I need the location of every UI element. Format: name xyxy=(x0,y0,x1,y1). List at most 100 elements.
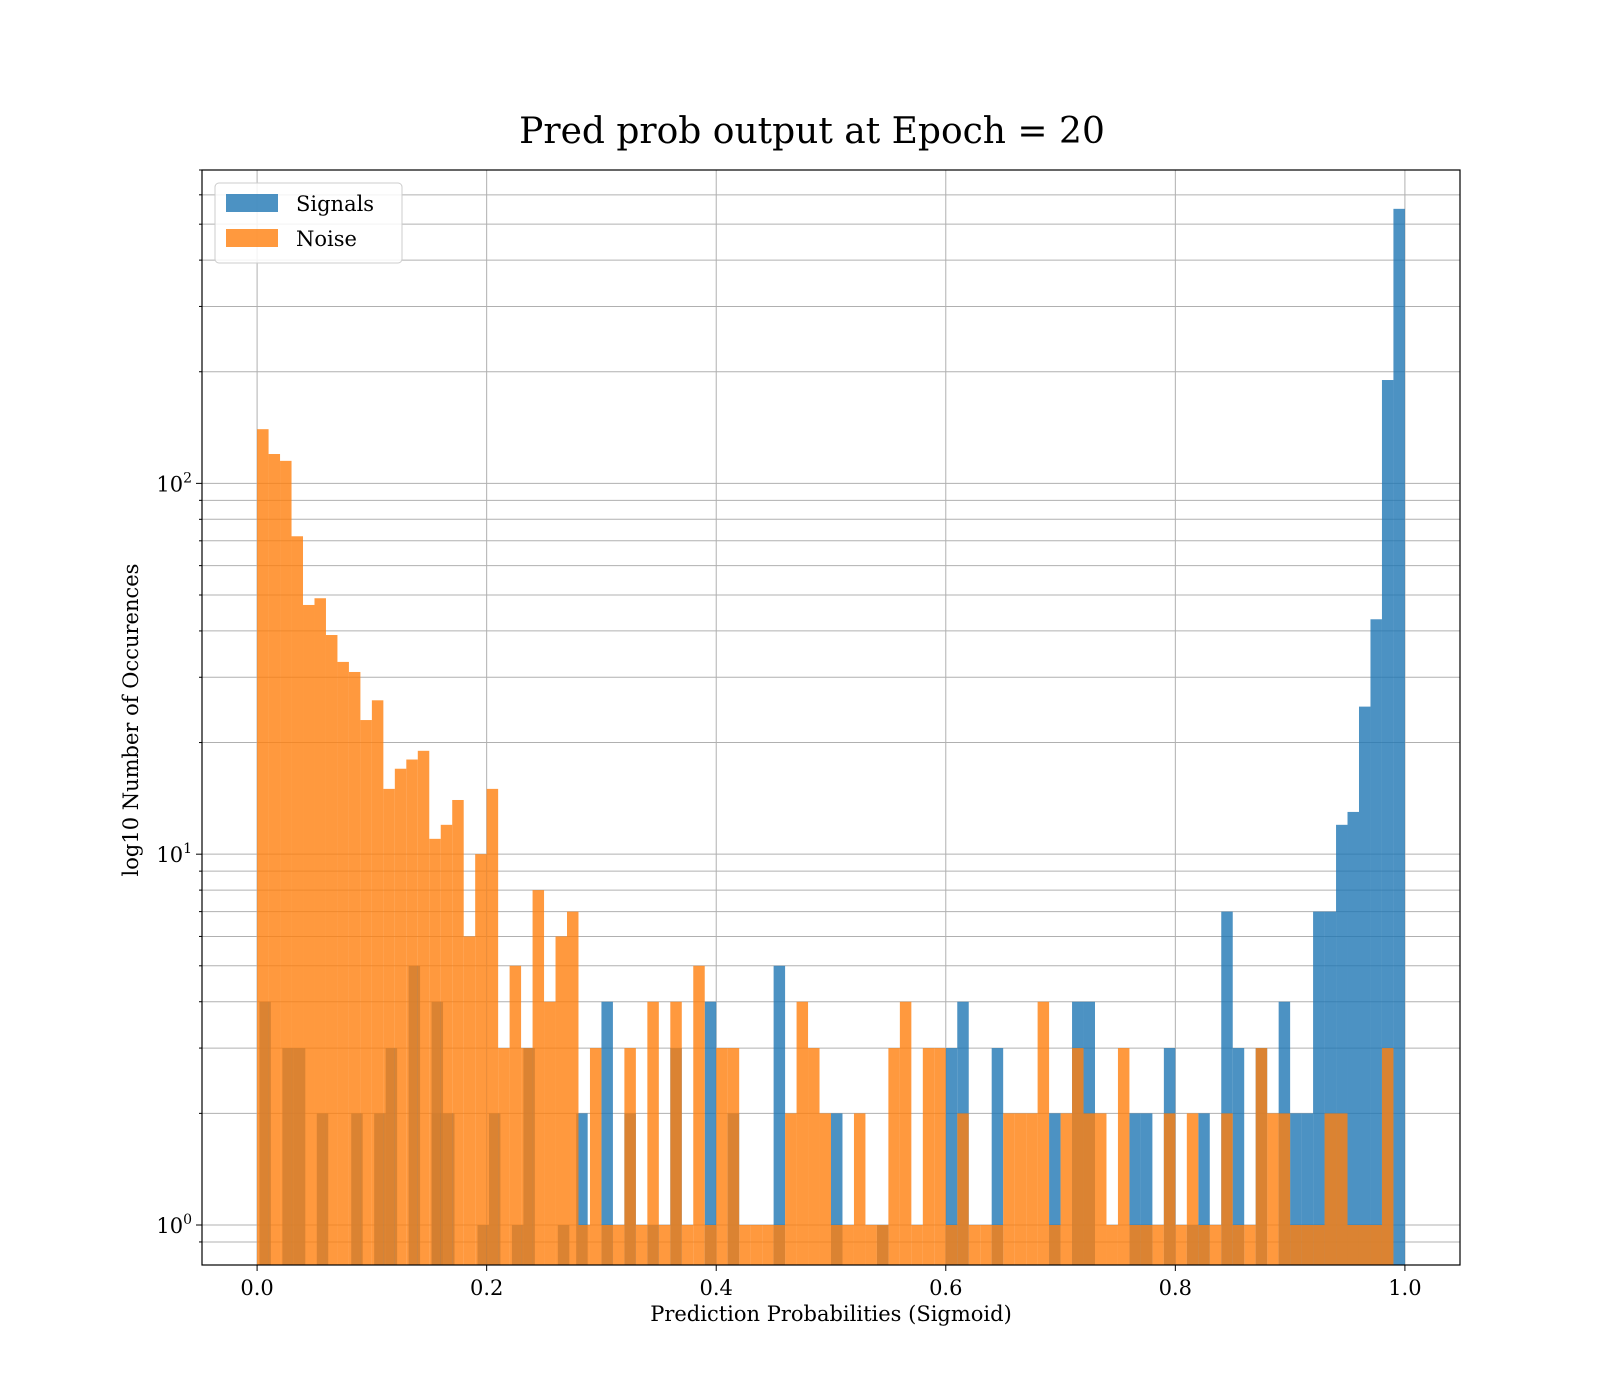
noise-bar xyxy=(1003,1113,1015,1265)
signals-bar xyxy=(704,1001,717,1265)
x-tick-label: 0.4 xyxy=(700,1276,733,1300)
signals-bar xyxy=(1140,1113,1153,1265)
noise-bar xyxy=(578,1224,590,1265)
noise-bar xyxy=(865,1224,877,1265)
noise-bar xyxy=(348,671,361,1265)
noise-bar xyxy=(406,759,418,1265)
chart-title: Pred prob output at Epoch = 20 xyxy=(519,111,1105,152)
noise-bar xyxy=(647,1001,659,1265)
noise-bar xyxy=(475,854,487,1265)
noise-bar xyxy=(1049,1224,1061,1265)
noise-bar xyxy=(509,965,522,1265)
noise-bar xyxy=(383,788,395,1265)
signals-bar xyxy=(1129,1113,1141,1265)
noise-bar xyxy=(601,1224,613,1265)
noise-bar xyxy=(704,1224,717,1265)
legend-noise-label: Noise xyxy=(296,227,357,251)
noise-bar xyxy=(991,1224,1004,1265)
signals-bar xyxy=(945,1048,958,1265)
noise-bar xyxy=(1163,1113,1176,1265)
noise-bar xyxy=(853,1113,866,1265)
signals-bar xyxy=(1381,380,1394,1265)
signals-bar xyxy=(1347,811,1359,1265)
signals-bar xyxy=(773,965,786,1265)
noise-bar xyxy=(968,1224,981,1265)
noise-bar xyxy=(1290,1224,1302,1265)
noise-bar xyxy=(922,1048,935,1265)
noise-bar xyxy=(796,1001,809,1265)
noise-bars xyxy=(257,429,1394,1265)
noise-bar xyxy=(750,1224,763,1265)
noise-bar xyxy=(888,1048,900,1265)
noise-bar xyxy=(785,1113,797,1265)
noise-bar xyxy=(739,1224,751,1265)
legend-noise-swatch xyxy=(226,229,278,247)
noise-bar xyxy=(773,1224,786,1265)
noise-bar xyxy=(1037,1001,1050,1265)
noise-bar xyxy=(360,720,372,1265)
noise-bar xyxy=(681,1224,694,1265)
noise-bar xyxy=(1026,1113,1038,1265)
noise-bar xyxy=(429,838,441,1265)
legend-signals-swatch xyxy=(226,194,278,212)
noise-bar xyxy=(1072,1048,1084,1265)
noise-bar xyxy=(1014,1113,1027,1265)
signals-bar xyxy=(576,1113,588,1265)
signals-bar xyxy=(1313,911,1325,1265)
noise-bar xyxy=(532,890,545,1265)
noise-bar xyxy=(899,1001,912,1265)
signals-bar xyxy=(1221,911,1233,1265)
noise-bar xyxy=(1381,1048,1394,1265)
noise-bar xyxy=(291,536,304,1265)
noise-bar xyxy=(658,1224,671,1265)
noise-bar xyxy=(762,1224,774,1265)
y-tick-label: 101 xyxy=(156,841,192,867)
noise-bar xyxy=(325,635,338,1265)
signals-bar xyxy=(991,1048,1004,1265)
noise-bar xyxy=(337,661,349,1265)
noise-bar xyxy=(1209,1224,1222,1265)
noise-bar xyxy=(589,1048,602,1265)
noise-bar xyxy=(911,1224,923,1265)
x-tick-label: 0.6 xyxy=(929,1276,962,1300)
noise-bar xyxy=(808,1048,820,1265)
x-axis-ticks: 0.0 0.2 0.4 0.6 0.8 1.0 xyxy=(240,1265,1422,1300)
noise-bar xyxy=(1255,1048,1268,1265)
noise-bar xyxy=(268,454,281,1265)
noise-bar xyxy=(1301,1224,1314,1265)
noise-bar xyxy=(876,1224,889,1265)
noise-bar xyxy=(567,911,579,1265)
signals-bar xyxy=(1393,208,1405,1266)
y-axis-label: log10 Number of Occurences xyxy=(119,564,143,877)
signals-bar xyxy=(831,1113,843,1265)
noise-bar xyxy=(417,750,430,1265)
noise-bar xyxy=(612,1224,625,1265)
noise-bar xyxy=(1140,1224,1153,1265)
y-tick-label: 102 xyxy=(156,470,192,496)
noise-bar xyxy=(1244,1224,1256,1265)
signals-bar xyxy=(1232,1048,1245,1265)
noise-bar xyxy=(1198,1224,1210,1265)
noise-bar xyxy=(1221,1113,1233,1265)
signals-bar xyxy=(1324,911,1337,1265)
noise-bar xyxy=(1347,1224,1359,1265)
noise-bar xyxy=(831,1224,843,1265)
noise-bar xyxy=(1152,1224,1164,1265)
y-tick-label: 100 xyxy=(156,1212,192,1238)
x-tick-label: 1.0 xyxy=(1388,1276,1421,1300)
noise-bar xyxy=(1083,1113,1095,1265)
noise-bar xyxy=(1175,1224,1187,1265)
noise-bar xyxy=(842,1224,854,1265)
noise-bar xyxy=(498,1048,510,1265)
signals-bar xyxy=(1301,1113,1314,1265)
noise-bar xyxy=(371,700,384,1265)
signals-bar xyxy=(1336,824,1348,1265)
x-axis-label: Prediction Probabilities (Sigmoid) xyxy=(650,1302,1012,1326)
noise-bar xyxy=(1267,1113,1279,1265)
noise-bar xyxy=(303,604,315,1265)
noise-bar xyxy=(486,788,499,1265)
noise-bar xyxy=(521,1048,533,1265)
noise-bar xyxy=(1313,1224,1325,1265)
signals-bar xyxy=(1358,706,1371,1265)
noise-bar xyxy=(819,1113,831,1265)
